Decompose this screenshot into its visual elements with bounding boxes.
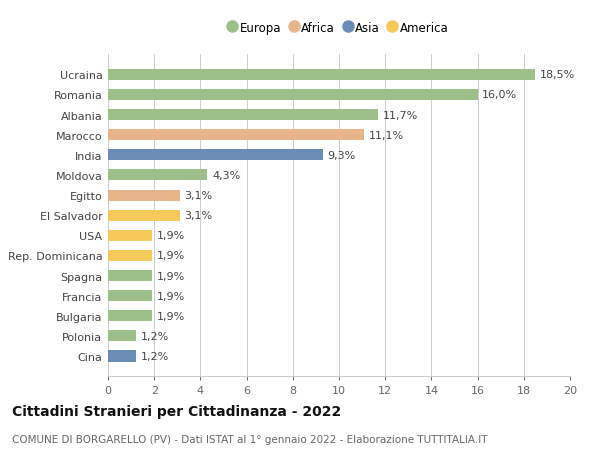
Text: 1,9%: 1,9% — [157, 291, 185, 301]
Text: 4,3%: 4,3% — [212, 171, 240, 180]
Text: 1,2%: 1,2% — [140, 331, 169, 341]
Text: 1,9%: 1,9% — [157, 271, 185, 281]
Text: 11,7%: 11,7% — [383, 110, 418, 120]
Bar — [108, 210, 179, 221]
Text: 1,2%: 1,2% — [140, 351, 169, 361]
Text: 1,9%: 1,9% — [157, 231, 185, 241]
Bar — [108, 150, 323, 161]
Bar — [108, 311, 152, 322]
Text: 3,1%: 3,1% — [184, 190, 212, 201]
Bar — [108, 190, 179, 201]
Text: 11,1%: 11,1% — [369, 130, 404, 140]
Text: 9,3%: 9,3% — [328, 151, 356, 161]
Bar — [108, 230, 152, 241]
Text: 1,9%: 1,9% — [157, 311, 185, 321]
Text: 18,5%: 18,5% — [540, 70, 575, 80]
Bar — [108, 351, 136, 362]
Bar — [108, 330, 136, 341]
Bar — [108, 130, 364, 141]
Text: 3,1%: 3,1% — [184, 211, 212, 221]
Bar — [108, 170, 208, 181]
Text: COMUNE DI BORGARELLO (PV) - Dati ISTAT al 1° gennaio 2022 - Elaborazione TUTTITA: COMUNE DI BORGARELLO (PV) - Dati ISTAT a… — [12, 434, 487, 444]
Text: 1,9%: 1,9% — [157, 251, 185, 261]
Bar — [108, 90, 478, 101]
Bar — [108, 291, 152, 302]
Bar — [108, 270, 152, 281]
Text: Cittadini Stranieri per Cittadinanza - 2022: Cittadini Stranieri per Cittadinanza - 2… — [12, 404, 341, 418]
Bar — [108, 70, 535, 81]
Bar — [108, 110, 378, 121]
Bar — [108, 250, 152, 262]
Legend: Europa, Africa, Asia, America: Europa, Africa, Asia, America — [227, 19, 451, 37]
Text: 16,0%: 16,0% — [482, 90, 517, 100]
